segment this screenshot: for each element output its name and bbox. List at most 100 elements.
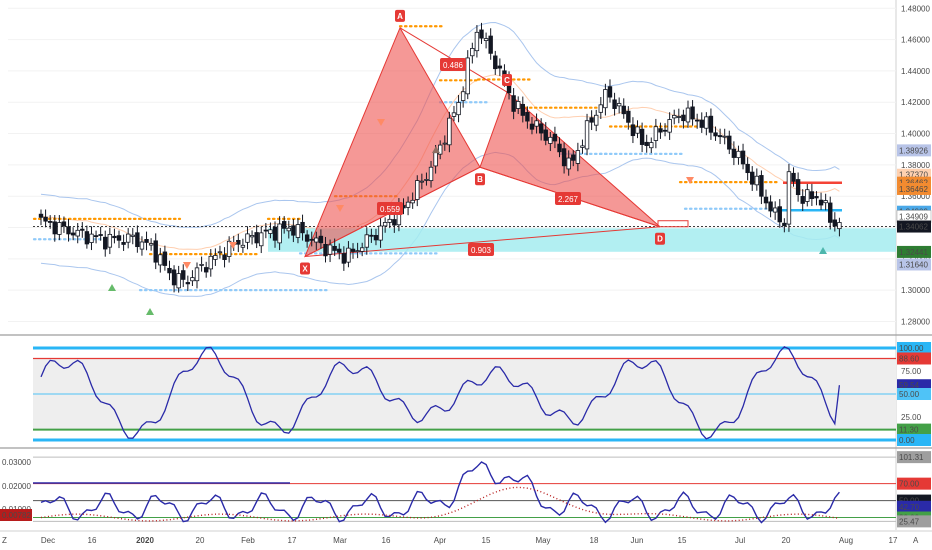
ratio-box bbox=[377, 202, 403, 215]
osc2-tag-bg bbox=[897, 515, 931, 528]
candle-body bbox=[672, 114, 677, 119]
candle-body bbox=[47, 221, 53, 223]
osc1-tag: 0.00 bbox=[899, 436, 915, 445]
osc1-tag-bg bbox=[897, 434, 931, 446]
candle-body bbox=[281, 221, 287, 229]
candle-body bbox=[378, 225, 383, 241]
y-tick-label: 1.42000 bbox=[901, 98, 930, 107]
candle-body bbox=[194, 267, 200, 282]
candle-body bbox=[38, 213, 44, 218]
candle-body bbox=[763, 196, 769, 204]
z-label: Z bbox=[2, 536, 7, 545]
candle-body bbox=[185, 282, 191, 285]
x-tick-label: May bbox=[535, 536, 550, 545]
candle-body bbox=[594, 114, 599, 126]
candle-body bbox=[479, 29, 484, 39]
y-tick-label: 1.48000 bbox=[901, 4, 930, 13]
candle-body bbox=[263, 229, 269, 232]
candle-body bbox=[690, 106, 695, 120]
candle-body bbox=[240, 244, 246, 248]
candle-body bbox=[662, 129, 668, 132]
candle-body bbox=[704, 116, 709, 129]
candle-body bbox=[497, 65, 503, 69]
x-tick-label: Mar bbox=[333, 536, 347, 545]
candle-body bbox=[557, 143, 562, 153]
price-labels-layer: 1.389261.373701.364621.364621.349091.349… bbox=[0, 144, 932, 528]
ratio-box bbox=[440, 58, 466, 71]
y-tick-label: 1.46000 bbox=[901, 36, 930, 45]
target-box bbox=[657, 220, 689, 228]
osc1-tag-bg bbox=[897, 352, 931, 365]
candle-body bbox=[277, 223, 282, 244]
candle-body bbox=[350, 248, 356, 252]
price-tag: 1.37370 bbox=[899, 171, 928, 180]
price-tag: 1.31640 bbox=[899, 260, 928, 269]
candle-body bbox=[759, 175, 764, 197]
osc2-tag-bg bbox=[897, 451, 931, 464]
candle-body bbox=[465, 57, 470, 95]
candle-body bbox=[708, 115, 714, 133]
candle-body bbox=[373, 235, 379, 241]
candle-body bbox=[208, 255, 213, 270]
candle-body bbox=[456, 102, 461, 116]
a-label: A bbox=[913, 536, 919, 545]
candle-body bbox=[139, 241, 145, 250]
candle-body bbox=[676, 116, 682, 118]
osc1-tick: 25.00 bbox=[901, 413, 922, 422]
candle-body bbox=[84, 231, 90, 245]
candle-body bbox=[153, 240, 158, 263]
candle-body bbox=[226, 240, 232, 257]
osc1-tag: 100.00 bbox=[899, 344, 924, 353]
candle-body bbox=[167, 267, 172, 274]
candle-body bbox=[300, 221, 305, 234]
candle-body bbox=[199, 264, 204, 266]
upper-band-line bbox=[40, 21, 840, 228]
candle-body bbox=[635, 126, 640, 134]
candle-body bbox=[433, 152, 438, 167]
candle-body bbox=[327, 244, 333, 255]
price-tag-bg bbox=[897, 182, 931, 195]
point-label-box bbox=[502, 74, 512, 87]
osc2-dotted-line bbox=[40, 486, 840, 522]
candle-body bbox=[171, 269, 177, 286]
candle-body bbox=[814, 196, 819, 199]
candle-body bbox=[135, 232, 140, 248]
osc2-tag: 42.70 bbox=[899, 503, 920, 512]
ratio-label: 0.559 bbox=[380, 205, 401, 214]
osc2-left-tag: 0.00782 bbox=[2, 511, 31, 520]
candle-body bbox=[823, 200, 828, 204]
candle-body bbox=[561, 148, 567, 167]
candle-body bbox=[621, 105, 626, 115]
candle-body bbox=[359, 247, 365, 252]
candle-body bbox=[332, 245, 337, 251]
oscillator-1-pane bbox=[33, 346, 896, 442]
candle-body bbox=[488, 35, 493, 54]
buy-marker bbox=[108, 284, 116, 291]
candle-body bbox=[392, 219, 397, 226]
candle-body bbox=[66, 226, 71, 235]
candle-body bbox=[144, 239, 149, 243]
osc2-line bbox=[40, 461, 840, 524]
candle-body bbox=[575, 150, 581, 164]
x-tick-label: Apr bbox=[434, 536, 447, 545]
candle-body bbox=[203, 267, 209, 273]
x-tick-label: 20 bbox=[782, 536, 791, 545]
osc2-left-tag-bg bbox=[0, 509, 32, 521]
osc2-tag: 25.47 bbox=[899, 517, 920, 526]
candle-body bbox=[249, 235, 255, 238]
ratio-box bbox=[468, 243, 494, 256]
osc1-tick: 75.00 bbox=[901, 367, 922, 376]
candle-body bbox=[750, 171, 755, 185]
candle-body bbox=[483, 38, 489, 41]
candle-body bbox=[259, 232, 264, 247]
candle-body bbox=[213, 255, 218, 260]
candle-body bbox=[112, 235, 117, 239]
point-label-B: B bbox=[477, 175, 483, 184]
sell-marker bbox=[229, 242, 237, 249]
candle-body bbox=[791, 172, 796, 182]
price-tag: 1.36462 bbox=[899, 185, 928, 194]
candle-body bbox=[612, 99, 617, 109]
candle-body bbox=[130, 234, 135, 237]
x-tick-label: 18 bbox=[590, 536, 599, 545]
ratio-label: 0.903 bbox=[471, 246, 492, 255]
